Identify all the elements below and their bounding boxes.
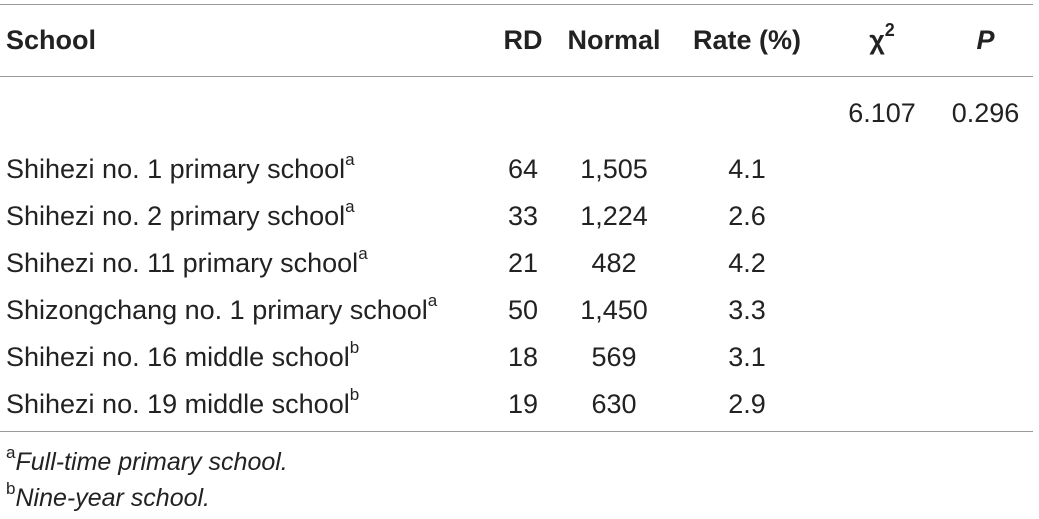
header-p: P	[976, 25, 995, 55]
empty-cell	[826, 193, 938, 240]
footnote-mark: a	[427, 291, 438, 310]
school-cell: Shihezi no. 19 middle schoolb	[0, 381, 486, 428]
footnote-mark: a	[345, 197, 355, 216]
empty-cell	[938, 334, 1033, 381]
rd-cell: 18	[507, 342, 539, 372]
footnote-text: Nine-year school.	[15, 484, 210, 512]
footnote-mark: a	[358, 244, 368, 263]
table-row: Shihezi no. 16 middle schoolb 18 569 3.1	[0, 334, 1033, 381]
school-name: Shizongchang no. 1 primary school	[6, 295, 428, 325]
school-rd-table: School RD Normal Rate (%) χ2 P 6.107 0.2…	[0, 5, 1033, 428]
normal-cell: 1,224	[580, 201, 648, 231]
header-chi-square: χ2	[826, 5, 938, 76]
footnote-mark: a	[6, 442, 16, 462]
footnote-mark: b	[349, 338, 360, 357]
rate-cell: 3.1	[728, 342, 766, 372]
footnotes: aFull-time primary school. bNine-year sc…	[6, 444, 288, 516]
empty-cell	[938, 146, 1033, 193]
stat-row: 6.107 0.296	[0, 76, 1033, 146]
rd-cell: 21	[507, 248, 539, 278]
table-row: Shizongchang no. 1 primary schoola 50 1,…	[0, 287, 1033, 334]
chi-symbol: χ	[869, 25, 885, 55]
empty-cell	[826, 146, 938, 193]
normal-cell: 630	[591, 389, 637, 419]
top-rule	[0, 4, 1033, 5]
header-row: School RD Normal Rate (%) χ2 P	[0, 5, 1033, 76]
stat-empty-cell	[668, 76, 826, 146]
rate-cell: 2.9	[728, 389, 766, 419]
header-normal: Normal	[567, 25, 661, 55]
footnote-a: aFull-time primary school.	[6, 444, 288, 480]
empty-cell	[826, 287, 938, 334]
rate-cell: 3.3	[728, 295, 766, 325]
p-value: 0.296	[951, 97, 1020, 128]
table-row: Shihezi no. 11 primary schoola 21 482 4.…	[0, 240, 1033, 287]
school-name: Shihezi no. 16 middle school	[6, 342, 350, 372]
rate-cell: 2.6	[728, 201, 766, 231]
rd-cell: 33	[507, 201, 539, 231]
school-cell: Shihezi no. 16 middle schoolb	[0, 334, 486, 381]
header-rd: RD	[503, 25, 543, 55]
normal-cell: 1,505	[580, 154, 648, 184]
rd-cell: 64	[507, 154, 539, 184]
empty-cell	[938, 193, 1033, 240]
stat-empty-cell	[560, 76, 668, 146]
school-cell: Shihezi no. 1 primary schoola	[0, 146, 486, 193]
chi-square-value: 6.107	[848, 97, 916, 128]
header-rate: Rate (%)	[692, 25, 801, 55]
bottom-rule	[0, 431, 1033, 432]
footnote-mark: a	[345, 150, 355, 169]
table-row: Shihezi no. 2 primary schoola 33 1,224 2…	[0, 193, 1033, 240]
footnote-b: bNine-year school.	[6, 480, 288, 516]
rate-cell: 4.2	[728, 248, 766, 278]
footnote-mark: b	[349, 385, 360, 404]
school-cell: Shihezi no. 2 primary schoola	[0, 193, 486, 240]
header-rule	[0, 76, 1033, 77]
footnote-text: Full-time primary school.	[15, 448, 288, 476]
school-name: Shihezi no. 19 middle school	[6, 389, 350, 419]
empty-cell	[938, 287, 1033, 334]
rate-cell: 4.1	[728, 154, 766, 184]
school-name: Shihezi no. 11 primary school	[6, 248, 359, 278]
rd-cell: 50	[507, 295, 539, 325]
empty-cell	[938, 240, 1033, 287]
chi-superscript: 2	[884, 20, 895, 40]
school-cell: Shizongchang no. 1 primary schoola	[0, 287, 486, 334]
empty-cell	[826, 334, 938, 381]
normal-cell: 482	[591, 248, 637, 278]
table-row: Shihezi no. 19 middle schoolb 19 630 2.9	[0, 381, 1033, 428]
normal-cell: 569	[591, 342, 637, 372]
empty-cell	[826, 240, 938, 287]
header-school: School	[6, 25, 97, 55]
empty-cell	[938, 381, 1033, 428]
normal-cell: 1,450	[580, 295, 648, 325]
footnote-mark: b	[6, 478, 16, 498]
rd-cell: 19	[507, 389, 539, 419]
empty-cell	[826, 381, 938, 428]
stat-empty-cell	[0, 76, 486, 146]
school-name: Shihezi no. 2 primary school	[6, 201, 346, 231]
stat-empty-cell	[486, 76, 560, 146]
school-cell: Shihezi no. 11 primary schoola	[0, 240, 486, 287]
school-name: Shihezi no. 1 primary school	[6, 154, 346, 184]
table-row: Shihezi no. 1 primary schoola 64 1,505 4…	[0, 146, 1033, 193]
